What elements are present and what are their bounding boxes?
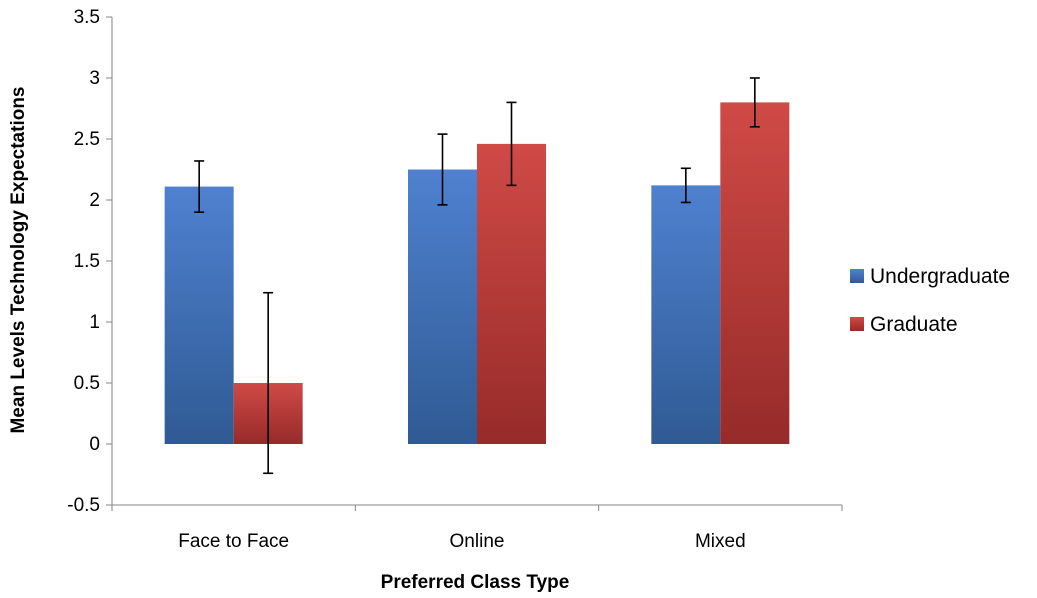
y-axis: -0.5 0 0.5 1 1.5 2 2.5 3 3.5 [67, 7, 113, 516]
y-tick-label: 3.5 [74, 7, 100, 28]
legend-swatch [850, 269, 864, 283]
y-tick-label: 0.5 [74, 373, 100, 394]
bar [720, 102, 790, 445]
y-tick-label: 2 [89, 190, 100, 211]
y-tick-label: 1.5 [74, 251, 100, 272]
y-axis-title: Mean Levels Technology Expectations [8, 86, 29, 433]
bar [164, 186, 234, 444]
x-tick-label: Face to Face [178, 531, 289, 552]
x-tick-label: Mixed [695, 531, 746, 552]
legend-label: Graduate [870, 313, 958, 336]
y-tick-label: 2.5 [74, 129, 100, 150]
legend-swatch [850, 317, 864, 331]
y-tick-label: 0 [89, 434, 100, 455]
plot-area [164, 77, 790, 475]
y-tick-label: 1 [89, 312, 100, 333]
bar [408, 169, 477, 444]
bar [477, 143, 546, 444]
x-tick-label: Online [450, 531, 505, 552]
y-tick-label: -0.5 [67, 495, 100, 516]
x-axis-title: Preferred Class Type [381, 572, 570, 593]
x-axis: Face to Face Online Mixed [111, 504, 843, 552]
legend: Undergraduate Graduate [850, 265, 1010, 336]
legend-label: Undergraduate [870, 265, 1010, 288]
y-tick-label: 3 [89, 68, 100, 89]
bar [651, 185, 721, 445]
